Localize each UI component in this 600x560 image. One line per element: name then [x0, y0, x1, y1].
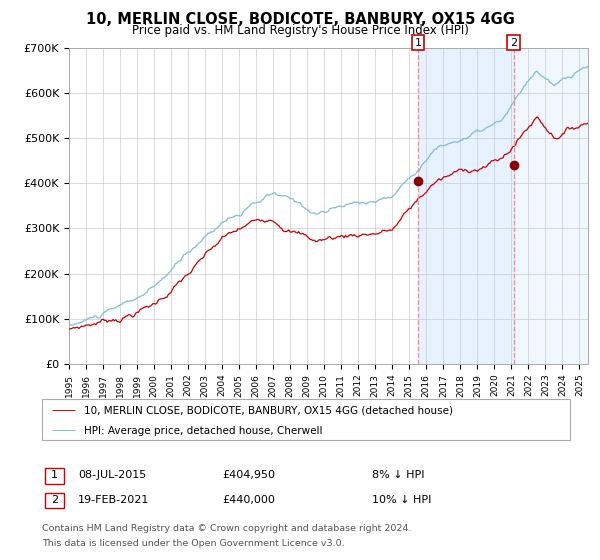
Text: 19-FEB-2021: 19-FEB-2021: [78, 494, 149, 505]
Text: 1: 1: [415, 38, 422, 48]
Text: 10, MERLIN CLOSE, BODICOTE, BANBURY, OX15 4GG (detached house): 10, MERLIN CLOSE, BODICOTE, BANBURY, OX1…: [84, 405, 453, 416]
Text: 08-JUL-2015: 08-JUL-2015: [78, 470, 146, 480]
Text: 8% ↓ HPI: 8% ↓ HPI: [372, 470, 425, 480]
Bar: [514, 48, 588, 364]
Bar: [418, 48, 514, 364]
Text: This data is licensed under the Open Government Licence v3.0.: This data is licensed under the Open Gov…: [42, 539, 344, 548]
Text: ——: ——: [51, 424, 76, 437]
Text: ——: ——: [51, 404, 76, 417]
Text: 10% ↓ HPI: 10% ↓ HPI: [372, 494, 431, 505]
Text: HPI: Average price, detached house, Cherwell: HPI: Average price, detached house, Cher…: [84, 426, 323, 436]
Text: £404,950: £404,950: [222, 470, 275, 480]
Text: £440,000: £440,000: [222, 494, 275, 505]
Text: 2: 2: [510, 38, 517, 48]
Text: 10, MERLIN CLOSE, BODICOTE, BANBURY, OX15 4GG: 10, MERLIN CLOSE, BODICOTE, BANBURY, OX1…: [86, 12, 514, 27]
Text: 1: 1: [51, 470, 58, 480]
Text: Price paid vs. HM Land Registry's House Price Index (HPI): Price paid vs. HM Land Registry's House …: [131, 24, 469, 37]
Text: 2: 2: [51, 494, 58, 505]
Text: Contains HM Land Registry data © Crown copyright and database right 2024.: Contains HM Land Registry data © Crown c…: [42, 524, 412, 533]
